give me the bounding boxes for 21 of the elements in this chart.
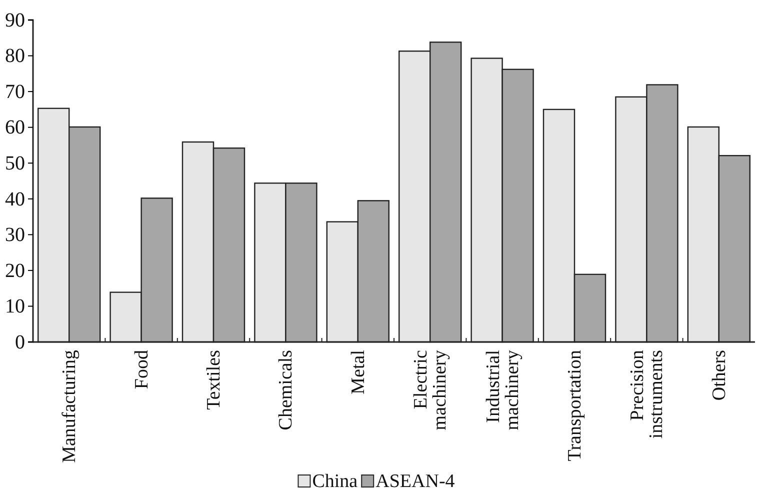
y-tick-label: 60 [5, 116, 25, 139]
x-tick-label: Food [131, 350, 152, 390]
y-tick-label: 10 [5, 296, 25, 318]
x-tick-label: Precision instruments [627, 350, 668, 439]
y-tick-label: 40 [5, 188, 25, 210]
y-tick-label: 0 [15, 331, 25, 354]
x-tick-label: Textiles [204, 350, 224, 410]
x-tick-label: Metal [348, 350, 369, 394]
y-tick-label: 50 [5, 152, 25, 175]
x-tick-label: Others [708, 350, 730, 401]
legend-label: ASEAN-4 [376, 471, 456, 492]
legend-label: China [312, 471, 358, 492]
x-tick-label: Chemicals [276, 350, 297, 430]
y-tick-label: 80 [5, 45, 25, 68]
y-tick-label: 20 [5, 260, 25, 282]
x-tick-label: Electric machinery [410, 350, 451, 430]
x-tick-label: Manufacturing [59, 350, 80, 463]
y-tick-label: 90 [5, 9, 25, 32]
x-tick-label: Transportation [564, 350, 586, 462]
y-tick-label: 30 [5, 224, 25, 246]
y-tick-label: 70 [5, 80, 25, 103]
